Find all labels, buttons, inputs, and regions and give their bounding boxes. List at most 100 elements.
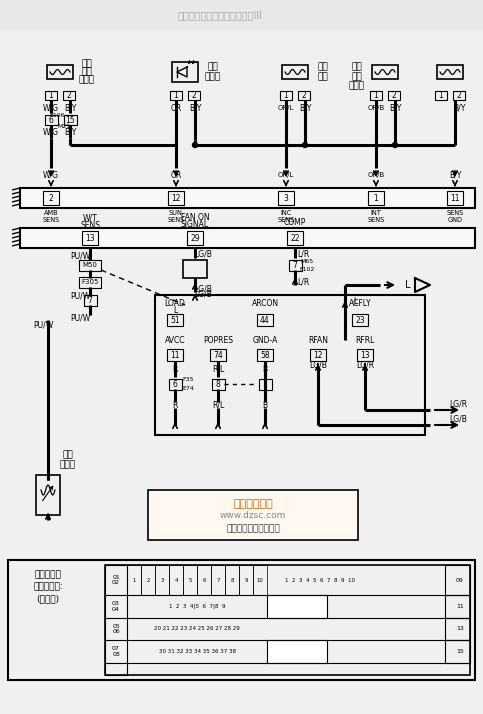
Text: PU/W: PU/W [33,321,53,329]
Text: 1: 1 [132,578,136,583]
Bar [445,640,470,663]
Text: 发动机电脑: 发动机电脑 [35,570,61,580]
Text: LOAD: LOAD [165,298,185,308]
Text: 1  2  3  4|5  6  7|8  9: 1 2 3 4|5 6 7|8 9 [169,604,225,609]
Text: OR: OR [170,104,182,113]
Bar [36,475,60,515]
Text: GND-A: GND-A [252,336,278,344]
Bar [105,565,470,675]
Text: 30 31 32 33 34 35 36 37 38: 30 31 32 33 34 35 36 37 38 [158,649,236,654]
Text: 1: 1 [374,193,378,203]
Text: F35: F35 [182,376,194,381]
Bar [282,65,308,79]
Text: OR/B: OR/B [368,172,384,178]
Text: 22: 22 [290,233,300,243]
Text: 2: 2 [392,91,397,99]
Text: LG/B: LG/B [194,289,212,298]
Text: 传感器: 传感器 [349,81,365,91]
Text: B/Y: B/Y [189,104,201,113]
Text: OR/L: OR/L [278,172,294,178]
Text: B: B [262,365,268,373]
Text: 29: 29 [190,233,200,243]
Text: 51: 51 [170,316,180,324]
Text: 74: 74 [213,351,223,360]
Text: R: R [172,401,178,410]
Text: L: L [173,306,177,314]
Text: RFRL: RFRL [355,336,375,344]
Text: 1: 1 [263,380,268,388]
Bar [437,65,463,79]
Text: 11: 11 [450,193,460,203]
Text: 07
08: 07 08 [112,646,120,657]
Text: E106: E106 [49,113,65,118]
Text: 1: 1 [374,91,378,99]
Bar [445,618,470,640]
Bar [8,560,475,680]
Bar [357,349,373,361]
Text: 维库电子市场: 维库电子市场 [233,499,273,509]
Bar [20,188,475,208]
Text: W/T: W/T [83,213,98,223]
Text: R/L: R/L [212,401,224,410]
Text: PU/W: PU/W [70,291,90,301]
Bar [267,640,327,663]
Text: 引脚示意图:: 引脚示意图: [33,583,63,591]
Bar [172,62,198,82]
Text: 6: 6 [202,578,206,583]
Bar [253,565,267,595]
Bar [155,565,169,595]
Text: M21: M21 [57,124,71,129]
Text: AVCC: AVCC [165,336,185,344]
Text: LG/B: LG/B [449,415,467,423]
Text: PU/W: PU/W [70,251,90,261]
Text: 传感器: 传感器 [205,73,221,81]
Text: 10: 10 [256,578,263,583]
Text: 12: 12 [171,193,181,203]
Text: 感应塞: 感应塞 [60,461,76,470]
Text: R: R [172,365,178,373]
Text: SIGNAL: SIGNAL [181,219,209,228]
Text: 15: 15 [65,116,75,124]
Text: B: B [262,401,268,410]
Circle shape [393,143,398,148]
Text: 15: 15 [456,649,464,654]
Text: 01
02: 01 02 [112,575,120,585]
Bar [169,378,182,390]
Text: 13: 13 [360,351,370,360]
Text: 8: 8 [215,380,220,388]
Text: 8: 8 [230,578,234,583]
Bar [257,314,273,326]
Text: 44: 44 [260,316,270,324]
Text: M65: M65 [300,258,313,263]
Bar [278,191,294,205]
Text: 1  2  3  4  5  6  7  8  9  10: 1 2 3 4 5 6 7 8 9 10 [285,578,355,583]
Bar [167,314,183,326]
Text: 日照: 日照 [208,63,218,71]
Text: PU/W: PU/W [70,313,90,323]
Text: R/L: R/L [212,365,224,373]
Text: LG/R: LG/R [449,400,467,408]
Text: LG/B: LG/B [309,361,327,370]
Text: 11: 11 [170,351,180,360]
Bar [43,191,59,205]
Text: 温度: 温度 [82,68,92,76]
Text: 传感器: 传感器 [79,76,95,84]
Text: W/G: W/G [43,128,59,136]
Bar [187,231,203,245]
Text: F102: F102 [299,266,315,271]
Text: 23: 23 [355,316,365,324]
Bar [105,565,127,675]
Bar [257,349,273,361]
Text: 6: 6 [172,380,177,388]
Text: L/R: L/R [297,278,309,286]
Text: 1: 1 [284,91,288,99]
Text: 7: 7 [216,578,220,583]
Text: L/R: L/R [297,249,309,258]
Bar [63,91,75,99]
Bar [45,91,57,99]
Bar [82,231,98,245]
Text: W/G: W/G [43,171,59,179]
Bar [310,349,326,361]
Text: 2: 2 [456,91,461,99]
Text: B/Y: B/Y [389,104,401,113]
